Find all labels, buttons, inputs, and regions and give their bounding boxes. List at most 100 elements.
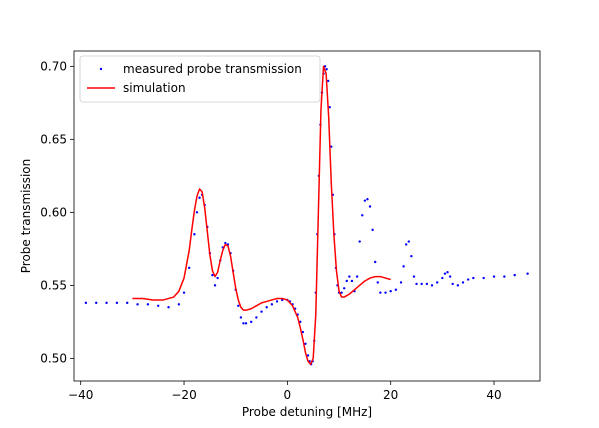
data-point-measured — [425, 282, 429, 286]
y-tick-label: 0.65 — [40, 132, 67, 146]
legend-marker-measured — [99, 67, 103, 71]
data-point-measured — [250, 320, 253, 324]
data-point-measured — [389, 289, 392, 293]
y-tick-label: 0.50 — [40, 351, 67, 365]
y-tick-label: 0.70 — [40, 59, 67, 73]
data-point-measured — [461, 281, 465, 284]
data-point-measured — [441, 276, 444, 280]
data-point-measured — [451, 282, 454, 286]
x-tick-label: −40 — [68, 388, 93, 402]
data-point-measured — [443, 272, 447, 275]
data-point-measured — [348, 275, 351, 278]
plot-frame — [73, 50, 541, 382]
data-point-measured — [195, 211, 199, 214]
data-point-measured — [326, 79, 330, 83]
data-point-measured — [126, 301, 129, 305]
data-point-measured — [456, 284, 460, 287]
data-point-measured — [371, 228, 374, 232]
plot-area — [84, 65, 529, 366]
data-point-measured — [244, 322, 248, 325]
data-point-measured — [216, 276, 219, 280]
data-point-measured — [255, 316, 258, 319]
data-point-measured — [301, 330, 305, 334]
data-point-measured — [211, 273, 214, 277]
data-point-measured — [105, 301, 108, 305]
data-point-measured — [404, 243, 408, 246]
data-point-measured — [399, 281, 403, 284]
data-point-measured — [412, 275, 416, 278]
data-point-measured — [239, 316, 243, 319]
legend: measured probe transmission simulation — [79, 55, 321, 103]
data-point-measured — [363, 199, 367, 202]
data-point-measured — [193, 233, 196, 236]
x-tick-label: −20 — [171, 388, 196, 402]
series-measured — [84, 65, 529, 366]
data-point-measured — [265, 306, 268, 309]
data-point-measured — [304, 342, 307, 345]
legend-box — [79, 55, 321, 103]
data-point-measured — [358, 240, 361, 243]
data-point-measured — [188, 266, 191, 270]
data-point-measured — [446, 271, 449, 274]
data-point-measured — [224, 241, 227, 245]
data-point-measured — [340, 291, 343, 294]
data-point-measured — [466, 278, 470, 281]
data-point-measured — [430, 284, 434, 287]
data-point-measured — [182, 291, 186, 294]
data-point-measured — [157, 304, 160, 308]
data-point-measured — [167, 306, 170, 309]
x-tick-label: 40 — [486, 388, 501, 402]
data-point-measured — [366, 198, 369, 201]
data-point-measured — [402, 265, 405, 268]
data-point-measured — [242, 322, 245, 325]
data-point-measured — [407, 240, 410, 243]
data-point-measured — [350, 279, 354, 283]
data-point-measured — [513, 273, 516, 277]
data-point-measured — [376, 281, 379, 284]
data-point-measured — [237, 304, 240, 308]
data-point-measured — [146, 303, 150, 306]
data-point-measured — [472, 276, 475, 280]
data-point-measured — [492, 275, 496, 278]
data-point-measured — [275, 300, 279, 303]
x-axis: −40 −20 0 20 40 — [68, 381, 502, 402]
data-point-measured — [198, 196, 201, 199]
data-point-measured — [420, 282, 423, 286]
data-point-measured — [448, 275, 452, 278]
data-point-measured — [526, 272, 529, 275]
data-point-measured — [361, 214, 364, 217]
series-line-simulation — [132, 65, 391, 365]
data-point-measured — [379, 291, 382, 294]
data-point-measured — [410, 254, 413, 258]
legend-label-simulation: simulation — [123, 81, 186, 95]
data-point-measured — [328, 106, 331, 109]
data-point-measured — [482, 276, 485, 280]
data-point-measured — [368, 205, 372, 208]
data-point-measured — [345, 279, 348, 283]
y-axis: 0.50 0.55 0.60 0.65 0.70 — [40, 59, 74, 365]
data-point-measured — [260, 310, 263, 313]
legend-label-measured: measured probe transmission — [123, 62, 302, 76]
data-point-measured — [270, 303, 274, 306]
y-tick-label: 0.60 — [40, 205, 67, 219]
data-point-measured — [342, 287, 346, 290]
data-point-measured — [384, 291, 387, 294]
y-tick-label: 0.55 — [40, 278, 67, 292]
data-point-measured — [306, 354, 310, 357]
data-point-measured — [503, 275, 506, 278]
data-point-measured — [415, 282, 418, 286]
data-point-measured — [373, 260, 377, 264]
data-point-measured — [115, 301, 119, 305]
data-point-measured — [136, 303, 139, 306]
x-tick-label: 20 — [383, 388, 398, 402]
x-tick-label: 0 — [284, 388, 292, 402]
data-point-measured — [325, 68, 328, 71]
data-point-measured — [355, 275, 359, 278]
x-axis-label: Probe detuning [MHz] — [242, 405, 372, 419]
data-point-measured — [177, 303, 181, 306]
data-point-measured — [394, 288, 398, 291]
y-axis-label: Probe transmission — [19, 159, 33, 274]
data-point-measured — [330, 145, 333, 148]
data-point-measured — [213, 284, 217, 287]
